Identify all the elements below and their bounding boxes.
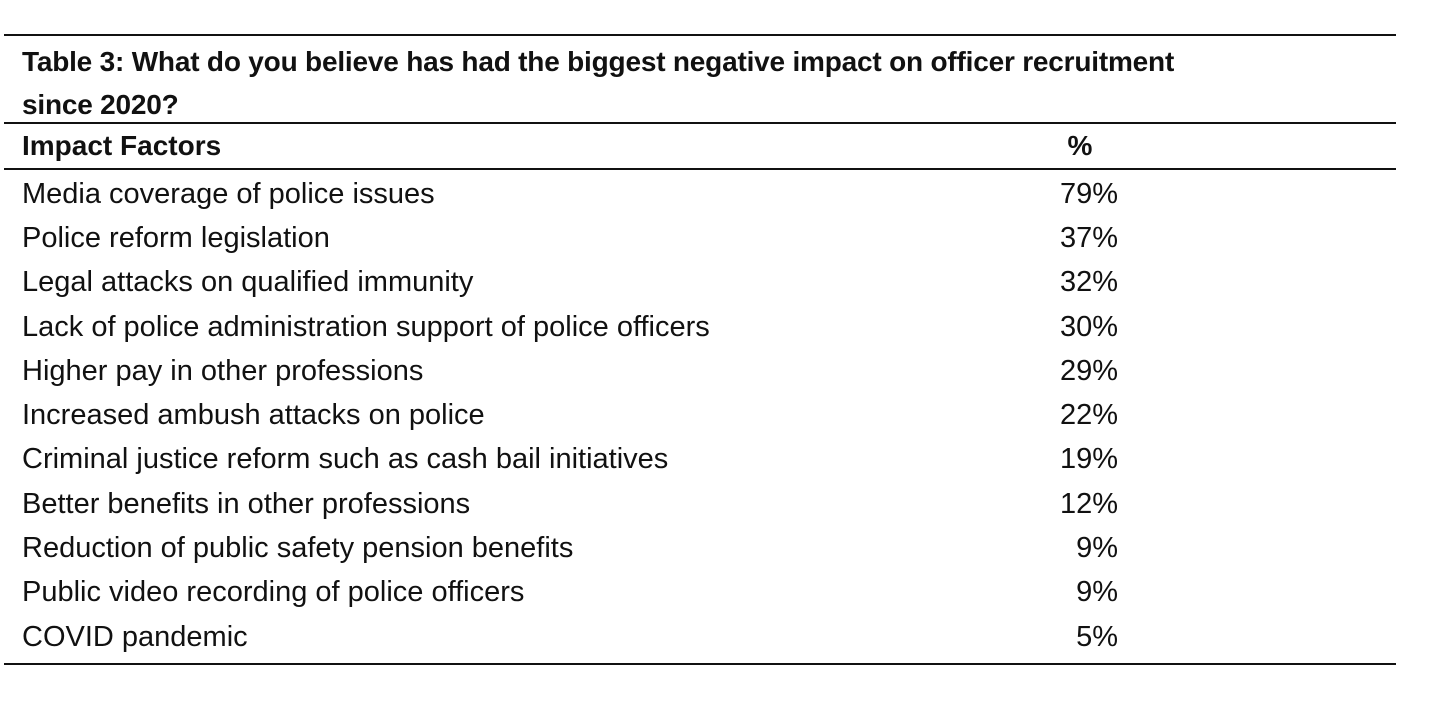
percent-cell: 32% bbox=[1059, 266, 1118, 299]
factor-cell: Lack of police administration support of… bbox=[22, 310, 710, 343]
factor-cell: Increased ambush attacks on police bbox=[22, 399, 485, 432]
factor-cell: Better benefits in other professions bbox=[22, 487, 471, 520]
top-rule bbox=[4, 34, 1396, 36]
table-row: Police reform legislation 37% bbox=[4, 216, 1396, 260]
percent-cell: 9% bbox=[1076, 532, 1118, 565]
percent-cell: 37% bbox=[1059, 221, 1118, 254]
column-header-percent: % bbox=[1067, 130, 1093, 161]
factor-cell: Criminal justice reform such as cash bai… bbox=[22, 443, 669, 476]
table-row: Media coverage of police issues 79% bbox=[4, 172, 1396, 216]
percent-cell: 19% bbox=[1059, 443, 1118, 476]
percent-cell: 30% bbox=[1059, 310, 1118, 343]
survey-table: Table 3: What do you believe has had the… bbox=[4, 34, 1396, 666]
table-row: Public video recording of police officer… bbox=[4, 571, 1396, 615]
column-header-impact-factors: Impact Factors bbox=[22, 130, 222, 161]
table-row: Criminal justice reform such as cash bai… bbox=[4, 438, 1396, 482]
percent-cell: 29% bbox=[1059, 354, 1118, 387]
table-header-row: Impact Factors % bbox=[4, 124, 1396, 168]
percent-cell: 9% bbox=[1076, 576, 1118, 609]
factor-cell: Legal attacks on qualified immunity bbox=[22, 266, 474, 299]
percent-cell: 22% bbox=[1059, 399, 1118, 432]
factor-cell: COVID pandemic bbox=[22, 620, 248, 653]
percent-cell: 5% bbox=[1076, 620, 1118, 653]
table-row: Higher pay in other professions 29% bbox=[4, 349, 1396, 393]
table-title-line-1: Table 3: What do you believe has had the… bbox=[22, 46, 1175, 77]
table-row: Better benefits in other professions 12% bbox=[4, 482, 1396, 526]
factor-cell: Media coverage of police issues bbox=[22, 177, 435, 210]
factor-cell: Police reform legislation bbox=[22, 221, 330, 254]
bottom-rule bbox=[4, 663, 1396, 666]
table-row: Reduction of public safety pension benef… bbox=[4, 526, 1396, 570]
table-row: COVID pandemic 5% bbox=[4, 615, 1396, 659]
table-body: Media coverage of police issues 79% Polic… bbox=[4, 170, 1396, 663]
table-title-line-2: since 2020? bbox=[22, 89, 179, 120]
percent-cell: 12% bbox=[1059, 487, 1118, 520]
percent-cell: 79% bbox=[1059, 177, 1118, 210]
title-rule bbox=[4, 122, 1396, 124]
factor-cell: Higher pay in other professions bbox=[22, 354, 424, 387]
factor-cell: Public video recording of police officer… bbox=[22, 576, 525, 609]
table-row: Increased ambush attacks on police 22% bbox=[4, 393, 1396, 437]
header-rule bbox=[4, 168, 1396, 170]
factor-cell: Reduction of public safety pension benef… bbox=[22, 532, 574, 565]
table-row: Lack of police administration support of… bbox=[4, 305, 1396, 349]
table-row: Legal attacks on qualified immunity 32% bbox=[4, 261, 1396, 305]
table-title: Table 3: What do you believe has had the… bbox=[4, 36, 1396, 122]
